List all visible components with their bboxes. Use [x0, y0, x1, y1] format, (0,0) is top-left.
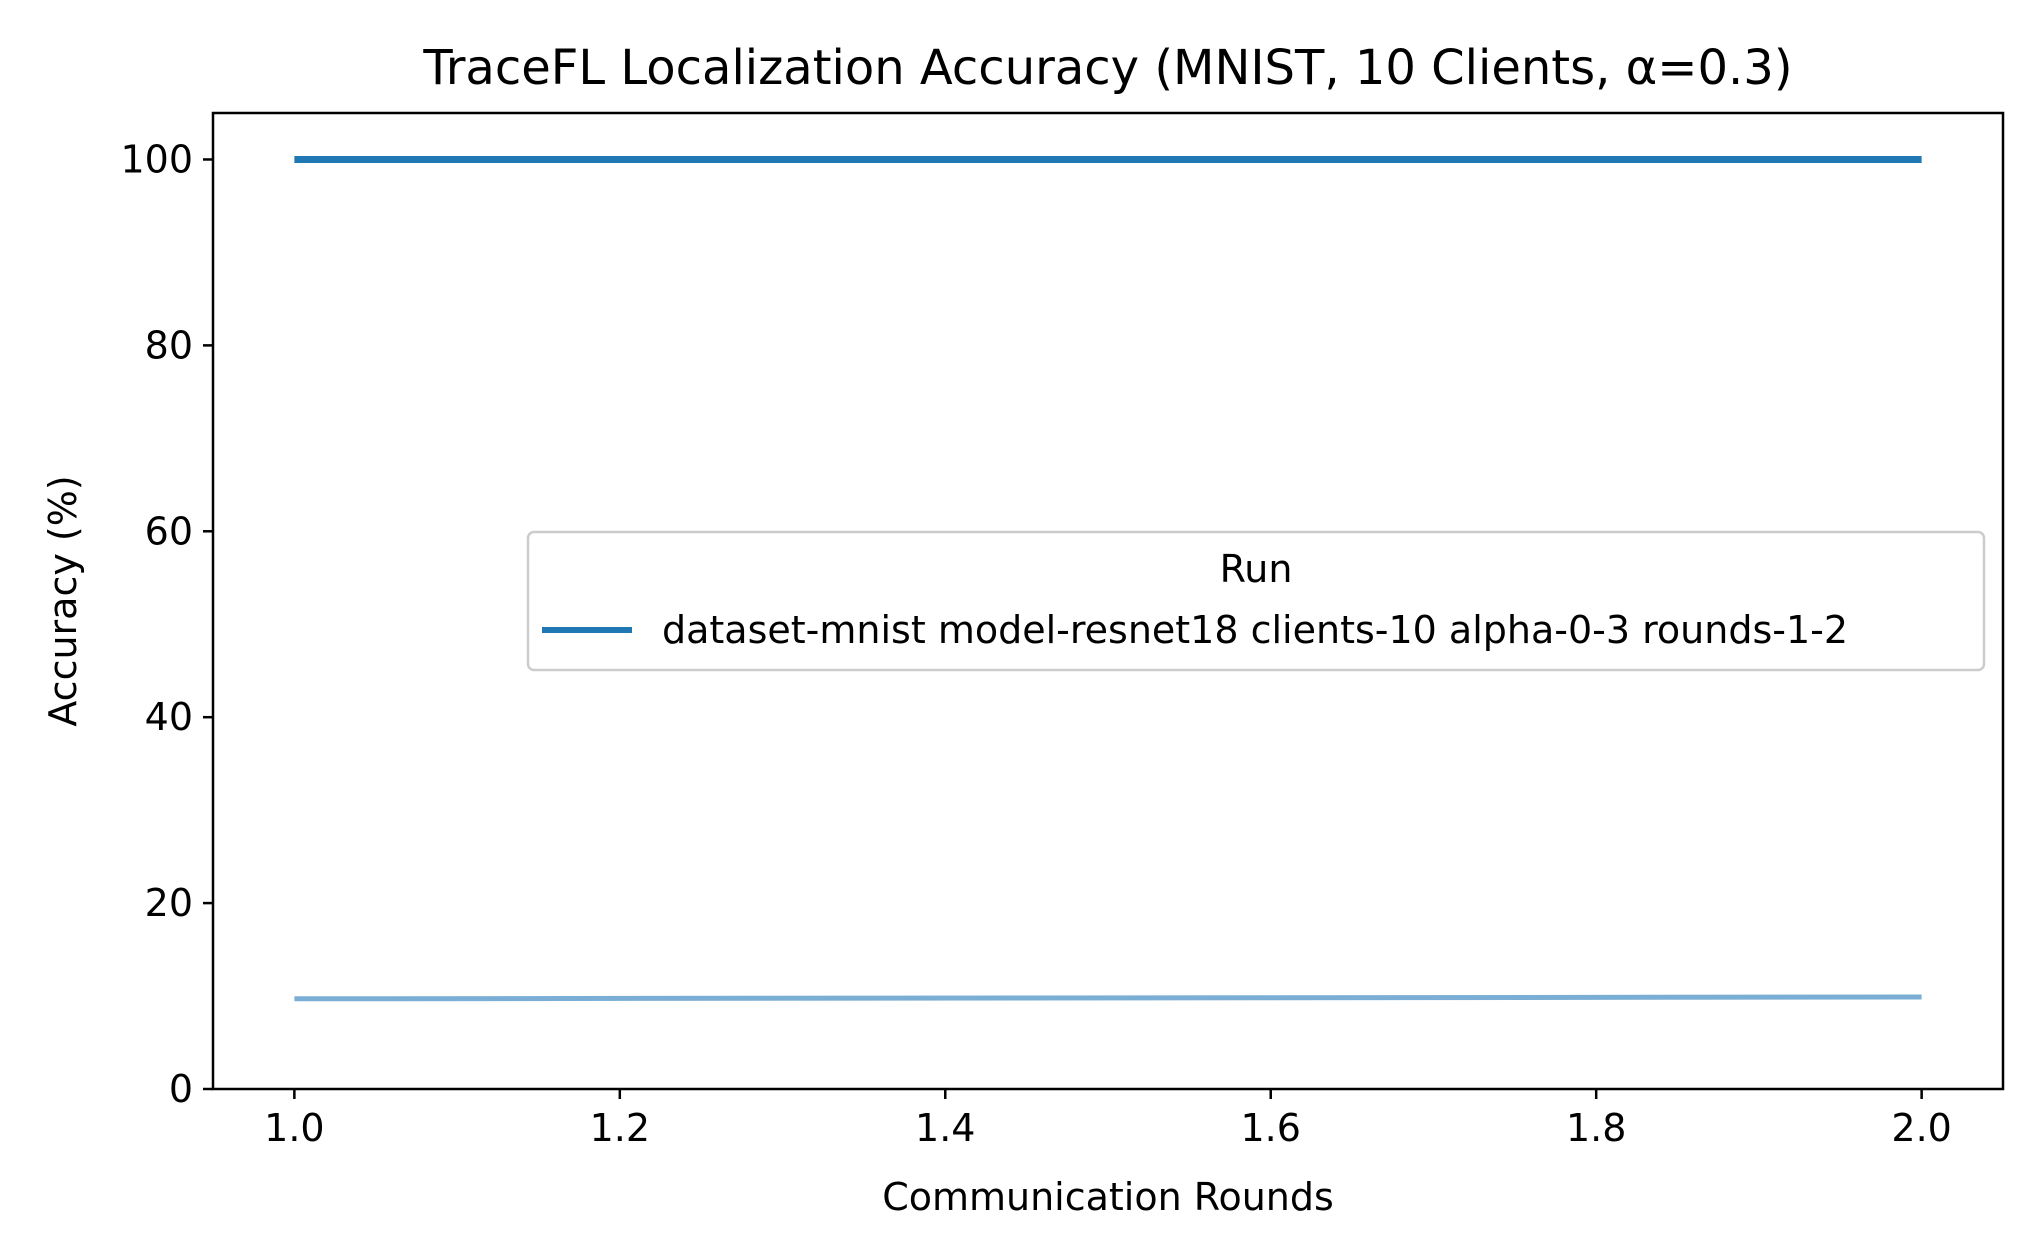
- plot-frame: [211, 111, 2005, 1091]
- y-axis-label: Accuracy (%): [41, 475, 85, 726]
- y-tick-label: 60: [145, 509, 193, 553]
- chart-title: TraceFL Localization Accuracy (MNIST, 10…: [422, 40, 1792, 96]
- y-tick-label: 40: [145, 695, 193, 739]
- y-tick-label: 20: [145, 881, 193, 925]
- series-line-2: [294, 994, 1922, 1002]
- legend-title: Run: [1220, 547, 1293, 591]
- legend: Run dataset-mnist model-resnet18 clients…: [526, 530, 1986, 672]
- y-tick-label: 0: [169, 1067, 193, 1111]
- x-tick-label: 1.4: [915, 1106, 975, 1150]
- x-tick-label: 2.0: [1891, 1106, 1951, 1150]
- x-tick-label: 1.6: [1241, 1106, 1301, 1150]
- x-tick-label: 1.2: [590, 1106, 650, 1150]
- series-layer: [294, 156, 1922, 1002]
- x-tick-label: 1.0: [264, 1106, 324, 1150]
- legend-entry-label: dataset-mnist model-resnet18 clients-10 …: [662, 608, 1848, 652]
- x-axis-label: Communication Rounds: [882, 1175, 1334, 1219]
- y-axis: 0 20 40 60 80 100: [120, 137, 213, 1111]
- x-axis: 1.0 1.2 1.4 1.6 1.8 2.0: [264, 1089, 1952, 1150]
- legend-box: [526, 530, 1986, 672]
- y-tick-label: 100: [120, 137, 193, 181]
- y-tick-label: 80: [145, 323, 193, 367]
- x-tick-label: 1.8: [1566, 1106, 1626, 1150]
